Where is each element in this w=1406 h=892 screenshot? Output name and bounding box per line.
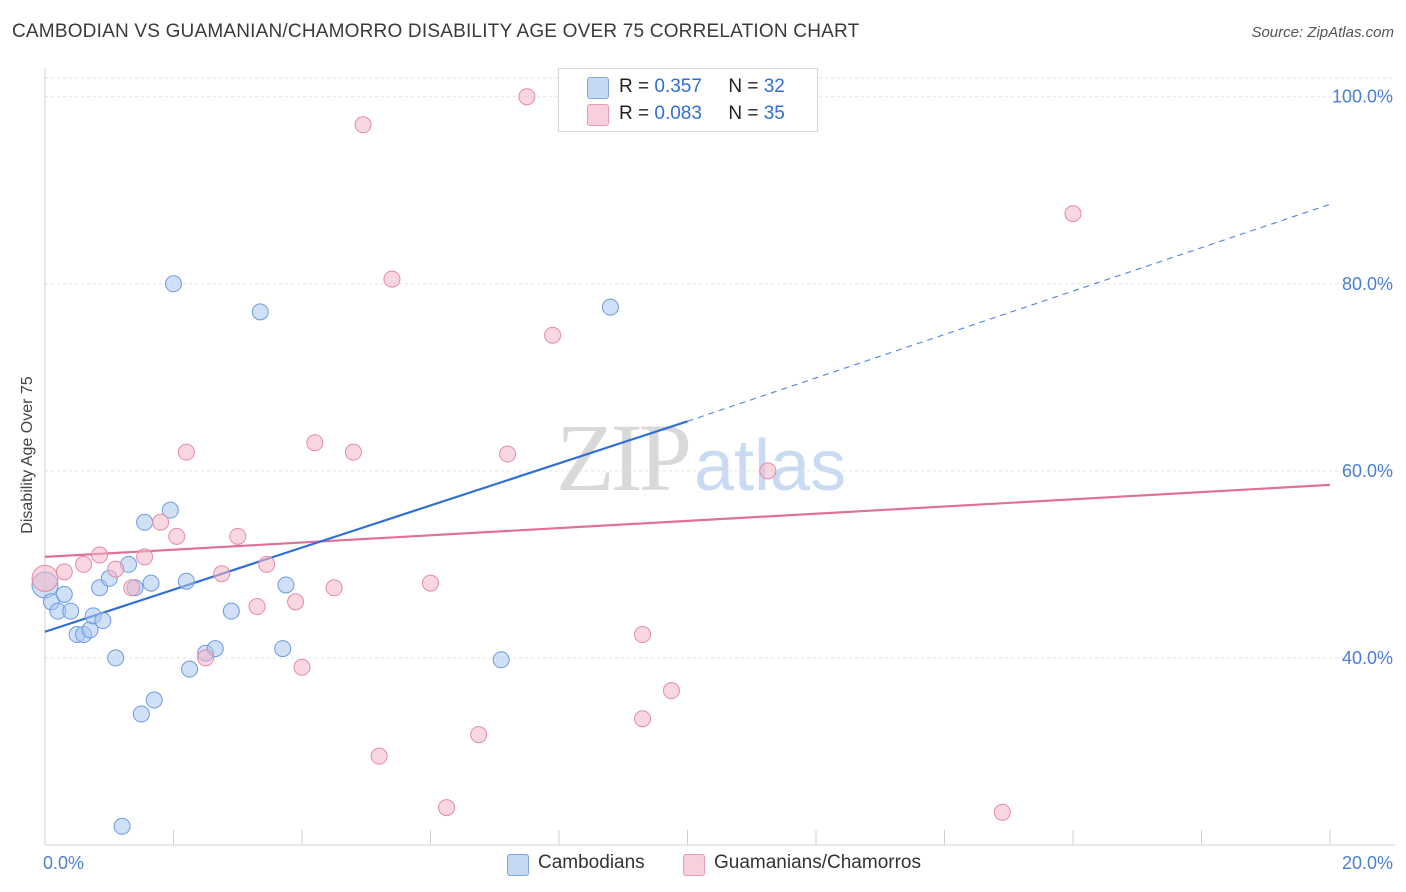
legend-n-label: N =	[728, 76, 759, 97]
guamanian-point	[293, 658, 311, 676]
y-tick-label: 40.0%	[1342, 648, 1393, 668]
bottom-legend-guamanians: Guamanians/Chamorros	[714, 852, 921, 873]
cambodian-point	[62, 602, 80, 620]
guamanian-point	[370, 747, 388, 765]
bottom-legend-swatch-guamanians	[683, 854, 705, 876]
legend-swatch-cambodians	[587, 77, 609, 99]
guamanian-point	[177, 443, 195, 461]
legend-n-value: 32	[763, 76, 785, 97]
guamanian-point	[344, 443, 362, 461]
cambodian-point	[94, 612, 112, 630]
guamanian-point	[75, 555, 93, 573]
guamanian-point	[1064, 205, 1082, 223]
guamanian-point	[248, 597, 266, 615]
guamanian-point	[91, 546, 109, 564]
cambodian-point	[113, 817, 131, 835]
guamanian-point	[634, 626, 652, 644]
cambodian-point	[55, 585, 73, 603]
cambodian-point	[177, 572, 195, 590]
legend-r-label: R =	[619, 103, 650, 124]
bottom-legend-swatch-cambodians	[507, 854, 529, 876]
legend-row-guamanians: R = 0.083 N = 35	[619, 103, 785, 125]
guamanian-point	[325, 579, 343, 597]
cambodian-point	[251, 303, 269, 321]
cambodian-point	[161, 501, 179, 519]
cambodian-point	[601, 298, 619, 316]
x-tick-label: 20.0%	[1342, 853, 1393, 873]
x-tick-label: 0.0%	[43, 853, 84, 873]
legend-r-label: R =	[619, 76, 650, 97]
legend-row-cambodians: R = 0.357 N = 32	[619, 76, 785, 98]
guamanian-point	[518, 88, 536, 106]
cambodian-point	[142, 574, 160, 592]
guamanian-point	[354, 116, 372, 134]
trend-line-cambodians	[44, 420, 688, 633]
chart-title: CAMBODIAN VS GUAMANIAN/CHAMORRO DISABILI…	[12, 21, 860, 42]
guamanian-point	[258, 555, 276, 573]
guamanian-point	[197, 649, 215, 667]
guamanian-point	[383, 270, 401, 288]
legend-n-value: 35	[763, 103, 785, 124]
legend-r-value: 0.083	[654, 103, 702, 124]
cambodian-point	[107, 649, 125, 667]
cambodian-point	[222, 602, 240, 620]
trend-line-guamanians	[44, 483, 1331, 559]
cambodian-point	[132, 705, 150, 723]
cambodian-point	[181, 660, 199, 678]
y-tick-label: 80.0%	[1342, 274, 1393, 294]
guamanian-point	[306, 434, 324, 452]
guamanian-point	[544, 326, 562, 344]
guamanian-point	[55, 563, 73, 581]
legend-swatch-guamanians	[587, 104, 609, 126]
guamanian-point	[759, 462, 777, 480]
guamanian-point	[422, 574, 439, 592]
guamanian-point	[136, 548, 154, 566]
correlation-legend: R = 0.357 N = 32 R = 0.083 N = 35	[558, 68, 818, 132]
guamanian-point	[168, 527, 186, 545]
guamanian-point	[229, 527, 247, 545]
cambodian-point	[492, 651, 510, 669]
cambodian-point	[136, 513, 154, 531]
cambodian-point	[165, 275, 182, 293]
cambodian-point	[277, 576, 295, 594]
guamanian-point	[213, 565, 231, 583]
guamanian-point	[993, 803, 1011, 821]
guamanian-point	[287, 593, 305, 611]
guamanian-point	[499, 445, 517, 463]
legend-r-value: 0.357	[654, 76, 702, 97]
trend-line-cambodians-extension	[687, 203, 1331, 422]
cambodian-point	[145, 691, 163, 709]
guamanian-point	[123, 579, 141, 597]
guamanian-point	[438, 799, 456, 817]
y-tick-label: 100.0%	[1332, 87, 1393, 107]
source-label: Source: ZipAtlas.com	[1251, 24, 1394, 41]
guamanian-point	[31, 564, 59, 592]
guamanian-point	[662, 682, 680, 700]
y-tick-label: 60.0%	[1342, 461, 1393, 481]
guamanian-point	[107, 560, 125, 578]
bottom-legend-cambodians: Cambodians	[538, 852, 645, 873]
guamanian-point	[634, 710, 652, 728]
guamanian-point	[152, 513, 170, 531]
legend-n-label: N =	[728, 103, 759, 124]
cambodian-point	[274, 640, 292, 658]
guamanian-point	[470, 726, 488, 744]
